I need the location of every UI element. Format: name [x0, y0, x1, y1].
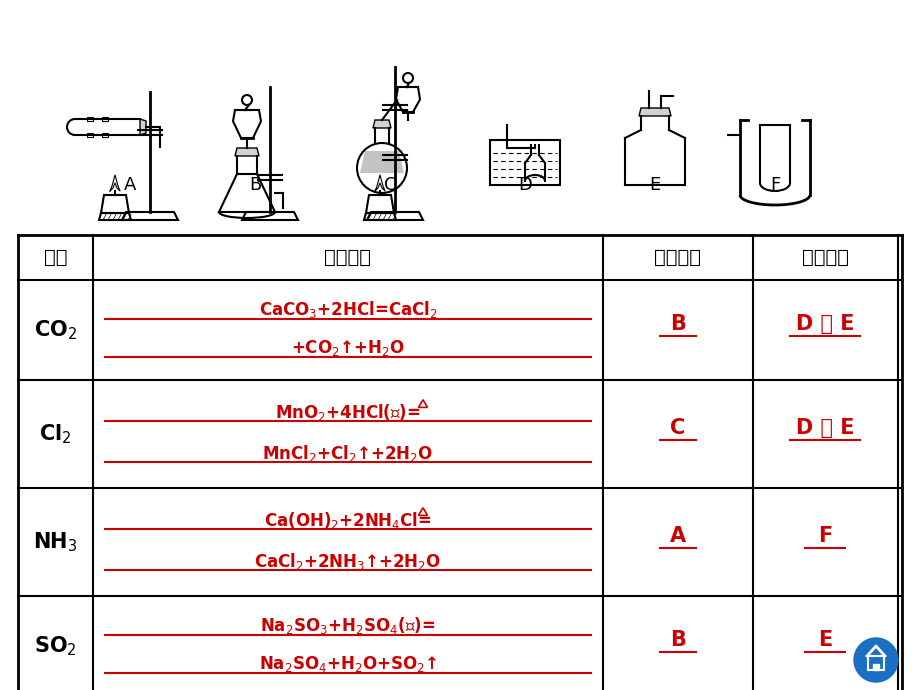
Text: MnCl$_2$+Cl$_2$↑+2H$_2$O: MnCl$_2$+Cl$_2$↑+2H$_2$O: [262, 443, 433, 464]
Text: F: F: [769, 176, 779, 194]
Text: B: B: [249, 176, 261, 194]
Text: CaCO$_3$+2HCl=CaCl$_2$: CaCO$_3$+2HCl=CaCl$_2$: [258, 299, 437, 320]
Text: C: C: [670, 418, 685, 438]
Bar: [87, 117, 93, 121]
Bar: [87, 133, 93, 137]
Text: 收集装量: 收集装量: [801, 248, 848, 267]
Polygon shape: [872, 664, 878, 670]
Text: B: B: [669, 314, 686, 334]
Text: Ca(OH)$_2$+2NH$_4$Cl=: Ca(OH)$_2$+2NH$_4$Cl=: [264, 510, 431, 531]
Text: +CO$_2$↑+H$_2$O: +CO$_2$↑+H$_2$O: [291, 338, 404, 358]
Polygon shape: [359, 151, 403, 173]
Text: D: D: [517, 176, 531, 194]
Text: SO$_2$: SO$_2$: [34, 634, 77, 658]
Text: CaCl$_2$+2NH$_3$↑+2H$_2$O: CaCl$_2$+2NH$_3$↑+2H$_2$O: [255, 551, 441, 572]
Polygon shape: [372, 120, 391, 128]
Text: 发生装置: 发生装置: [653, 248, 701, 267]
Polygon shape: [234, 148, 259, 156]
Text: A: A: [124, 176, 136, 194]
Text: E: E: [818, 630, 832, 650]
Polygon shape: [867, 656, 883, 670]
Text: D 或 E: D 或 E: [795, 418, 854, 438]
Text: 反应原理: 反应原理: [324, 248, 371, 267]
Polygon shape: [140, 119, 146, 135]
Text: NH$_3$: NH$_3$: [33, 530, 78, 554]
Text: C: C: [383, 176, 396, 194]
Circle shape: [853, 638, 897, 682]
Polygon shape: [639, 108, 670, 116]
Text: A: A: [669, 526, 686, 546]
Text: B: B: [669, 630, 686, 650]
Text: CO$_2$: CO$_2$: [34, 318, 77, 342]
Text: Cl$_2$: Cl$_2$: [40, 422, 72, 446]
Text: MnO$_2$+4HCl(浓)=: MnO$_2$+4HCl(浓)=: [275, 402, 420, 423]
Bar: [102, 133, 108, 137]
Text: Na$_2$SO$_4$+H$_2$O+SO$_2$↑: Na$_2$SO$_4$+H$_2$O+SO$_2$↑: [258, 654, 437, 674]
Text: F: F: [818, 526, 832, 546]
Text: Na$_2$SO$_3$+H$_2$SO$_4$(浓)=: Na$_2$SO$_3$+H$_2$SO$_4$(浓)=: [260, 615, 435, 636]
Bar: [102, 117, 108, 121]
Text: 气体: 气体: [44, 248, 67, 267]
Text: E: E: [649, 176, 660, 194]
Text: D 或 E: D 或 E: [795, 314, 854, 334]
